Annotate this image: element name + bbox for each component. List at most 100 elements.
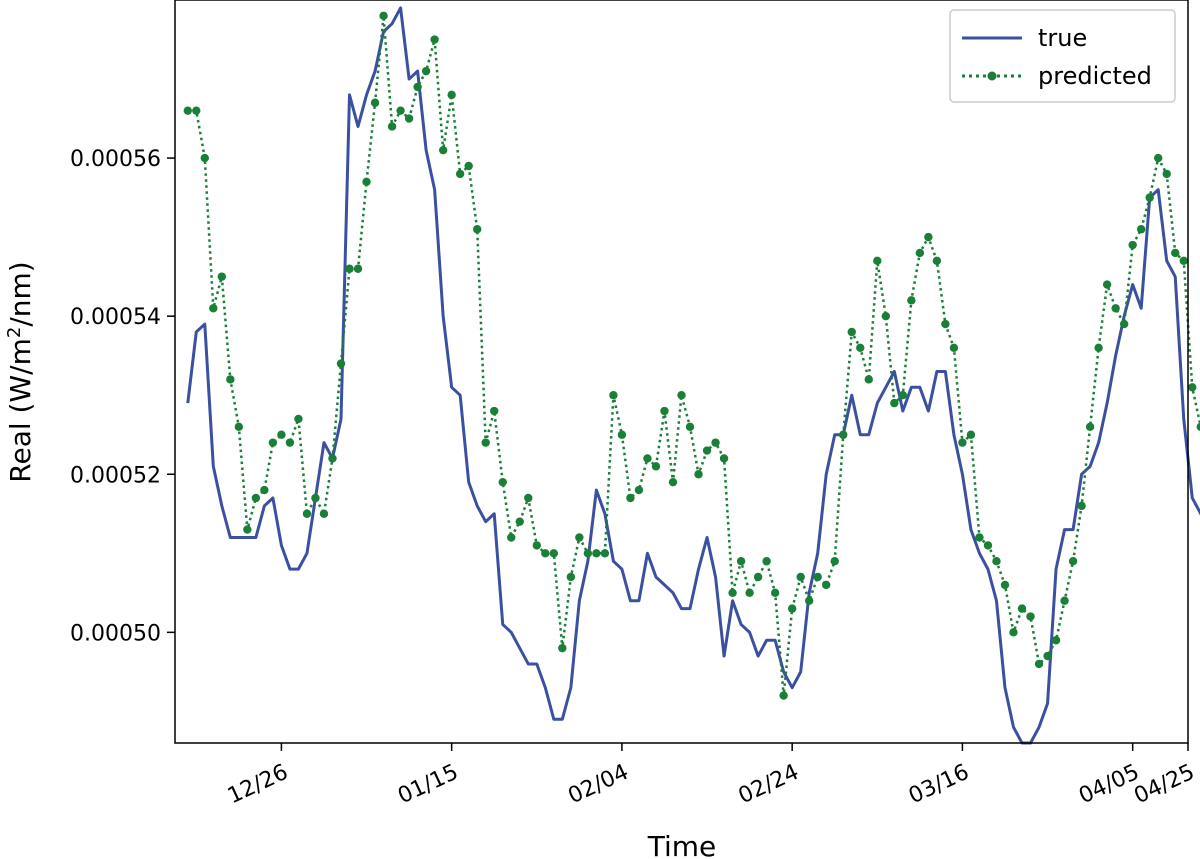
data-point-predicted (847, 327, 856, 337)
data-point-predicted (898, 391, 908, 400)
x-tick-label: 03/16 (905, 760, 973, 809)
data-point-predicted (455, 169, 465, 179)
data-point-predicted (336, 359, 346, 368)
data-point-predicted (915, 248, 925, 258)
data-point-predicted (779, 691, 788, 700)
data-point-predicted (183, 106, 192, 115)
data-point-predicted (660, 406, 669, 416)
data-point-predicted (1179, 256, 1188, 266)
data-point-predicted (711, 438, 720, 447)
data-point-predicted (668, 477, 678, 487)
data-point-predicted (1051, 636, 1061, 645)
data-point-predicted (856, 343, 865, 352)
legend-pred-label: predicted (1038, 62, 1152, 90)
y-tick-label: 0.00054 (70, 305, 161, 330)
data-point-predicted (941, 319, 950, 329)
data-point-predicted (311, 493, 320, 503)
data-point-predicted (975, 533, 984, 542)
data-point-predicted (958, 438, 967, 447)
data-point-predicted (362, 177, 371, 186)
data-point-predicted (515, 517, 524, 526)
data-point-predicted (464, 161, 473, 171)
data-point-predicted (319, 509, 329, 518)
data-point-predicted (532, 541, 541, 550)
x-tick-label: 04/25 (1131, 760, 1199, 809)
data-point-predicted (685, 422, 695, 432)
ticks-layer: 0.00050 0.00052 0.00054 0.00056 12/26 01/15 02… (70, 147, 1199, 809)
data-point-predicted (796, 572, 805, 582)
data-point-predicted (294, 414, 303, 424)
data-point-predicted (1000, 580, 1010, 590)
data-point-predicted (745, 588, 754, 598)
data-point-predicted (481, 438, 490, 447)
data-point-predicted (873, 256, 882, 266)
data-point-predicted (822, 580, 831, 590)
data-point-predicted (1111, 304, 1120, 313)
y-axis-title-suffix: /nm) (4, 261, 37, 326)
data-point-predicted (890, 398, 899, 408)
data-point-predicted (949, 343, 959, 352)
data-point-predicted (1034, 659, 1044, 669)
data-point-predicted (1196, 422, 1200, 431)
data-point-predicted (881, 311, 890, 321)
data-point-predicted (575, 533, 584, 542)
data-point-predicted (217, 272, 227, 281)
y-axis-title: Real (W/m2/nm) (4, 261, 38, 482)
data-point-predicted (1094, 343, 1103, 352)
data-point-predicted (1136, 225, 1146, 234)
data-point-predicted (787, 604, 797, 613)
data-point-predicted (643, 454, 652, 463)
data-point-predicted (839, 430, 848, 439)
data-point-predicted (966, 430, 976, 439)
x-axis-title: Time (647, 830, 717, 859)
data-point-predicted (192, 106, 201, 115)
plot-frame (174, 0, 1189, 744)
data-point-predicted (1154, 153, 1163, 163)
legend: true predicted (949, 9, 1176, 103)
data-point-predicted (583, 549, 593, 558)
data-point-predicted (932, 256, 942, 266)
data-point-predicted (609, 391, 618, 400)
data-point-predicted (1119, 319, 1129, 329)
data-point-predicted (328, 454, 337, 463)
y-axis-title-prefix: Real (W/m (4, 338, 37, 483)
data-point-predicted (1128, 240, 1137, 250)
data-point-predicted (558, 643, 567, 653)
data-point-predicted (404, 114, 414, 123)
data-point-predicted (1145, 193, 1154, 202)
data-point-predicted (430, 35, 439, 44)
data-point-predicted (379, 11, 388, 21)
data-point-predicted (617, 430, 627, 439)
data-point-predicted (260, 485, 269, 495)
data-point-predicted (1068, 557, 1078, 566)
series-layer (183, 6, 1200, 745)
data-point-predicted (1009, 628, 1018, 637)
x-tick-label: 02/04 (564, 760, 632, 809)
data-point-predicted (651, 462, 661, 471)
data-point-predicted (1026, 612, 1035, 621)
x-tick-label: 02/24 (735, 760, 803, 809)
data-point-predicted (498, 477, 507, 487)
legend-true-label: true (1038, 24, 1087, 52)
data-point-predicted (285, 438, 295, 447)
data-point-predicted (370, 98, 380, 107)
data-point-predicted (438, 145, 448, 155)
data-point-predicted (1188, 383, 1197, 392)
data-point-predicted (907, 296, 916, 305)
data-point-predicted (226, 375, 235, 384)
data-point-predicted (251, 493, 261, 503)
series-line-predicted (187, 14, 1200, 697)
y-tick-label: 0.00056 (70, 147, 161, 172)
data-point-predicted (387, 122, 397, 131)
data-point-predicted (770, 588, 780, 598)
data-point-predicted (524, 493, 533, 503)
data-point-predicted (447, 90, 456, 100)
data-point-predicted (234, 422, 244, 432)
data-point-predicted (353, 264, 363, 273)
data-point-predicted (421, 66, 431, 76)
data-point-predicted (1043, 651, 1052, 661)
series-line-true (186, 6, 1200, 745)
data-point-predicted (762, 557, 771, 566)
data-point-predicted (1171, 248, 1180, 258)
